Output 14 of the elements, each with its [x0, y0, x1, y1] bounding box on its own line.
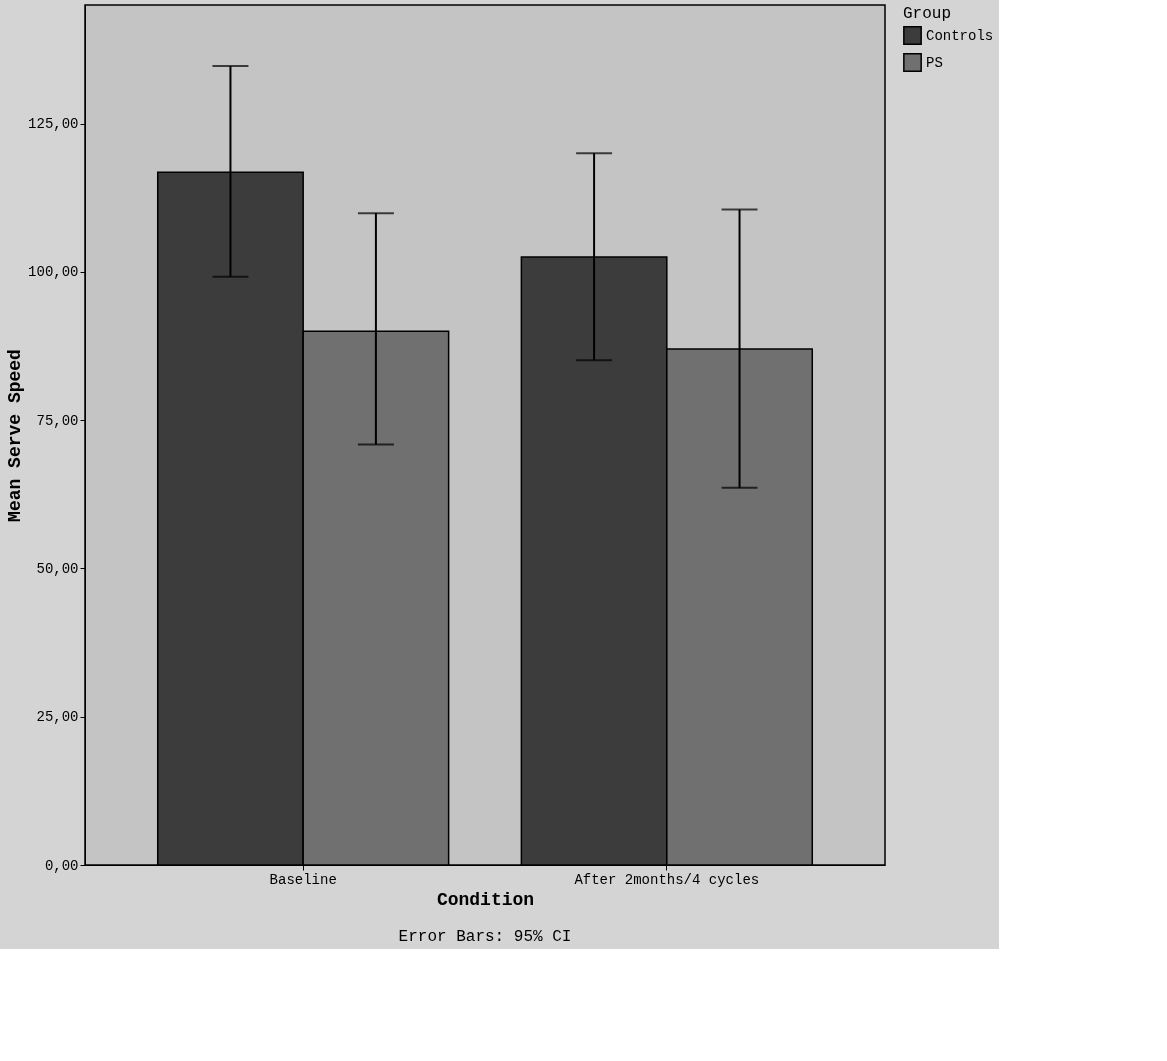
y-axis-title: Mean Serve Speed: [5, 349, 26, 522]
y-tick-label: 25,00: [36, 709, 79, 726]
y-tick-label: 125,00: [28, 116, 79, 133]
y-tick-label: 100,00: [28, 264, 79, 281]
x-tick-label: Baseline: [269, 871, 337, 888]
legend-label: Controls: [926, 27, 994, 44]
x-tick-label: After 2months/4 cycles: [574, 871, 760, 888]
text: Error Bars: 95% CI: [398, 928, 572, 946]
y-tick-label: 0,00: [44, 857, 79, 874]
legend-title: Group: [903, 5, 952, 23]
y-tick-label: 75,00: [36, 412, 79, 429]
legend-label: PS: [926, 54, 943, 71]
y-tick-label: 50,00: [36, 560, 79, 577]
x-axis-title: Condition: [436, 889, 535, 910]
